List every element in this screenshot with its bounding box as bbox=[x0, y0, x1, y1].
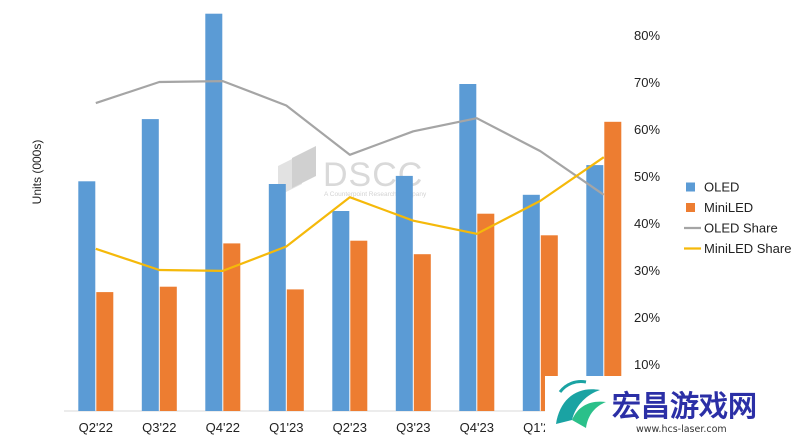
site-name: 宏昌游戏网 bbox=[612, 389, 757, 423]
right-axis-tick-label: 80% bbox=[634, 28, 660, 43]
miniled-bar bbox=[286, 289, 304, 411]
miniled-bar bbox=[604, 121, 622, 412]
right-axis-tick-label: 40% bbox=[634, 216, 660, 231]
miniled-bar bbox=[477, 213, 495, 411]
oled-bar bbox=[459, 84, 477, 411]
oled-bar bbox=[268, 184, 286, 411]
oled-bar bbox=[141, 119, 159, 411]
right-axis-tick-label: 50% bbox=[634, 169, 660, 184]
legend-label-miniled: MiniLED bbox=[704, 200, 753, 215]
right-axis-tick-label: 70% bbox=[634, 75, 660, 90]
miniled-bar bbox=[223, 243, 241, 411]
oled-bar bbox=[205, 13, 223, 411]
x-axis-ticks: Q2'22 Q3'22 Q4'22 Q1'23 Q2'23 Q3'23 Q4'23 Q1'24… bbox=[79, 420, 621, 435]
x-tick-label: Q4'23 bbox=[460, 420, 494, 435]
legend-label-oled: OLED bbox=[704, 180, 739, 195]
x-tick-label: Q2'23 bbox=[333, 420, 367, 435]
site-url: www.hcs-laser.com bbox=[636, 424, 727, 435]
x-tick-label: Q1'23 bbox=[269, 420, 303, 435]
x-tick-label: Q3'23 bbox=[396, 420, 430, 435]
right-axis-tick-label: 20% bbox=[634, 310, 660, 325]
x-tick-label: Q2'22 bbox=[79, 420, 113, 435]
legend-label-oled-share: OLED Share bbox=[704, 221, 778, 236]
oled-bar bbox=[586, 165, 604, 411]
legend-swatch-miniled bbox=[686, 203, 695, 212]
watermark-subtitle: A Counterpoint Research Company bbox=[324, 191, 427, 198]
dragon-logo-icon bbox=[556, 380, 606, 428]
oled-bar bbox=[332, 211, 350, 411]
miniled-bar bbox=[96, 292, 114, 411]
y-axis-label: Units (000s) bbox=[30, 140, 44, 205]
miniled-share-line bbox=[95, 156, 605, 272]
x-tick-label: Q3'22 bbox=[142, 420, 176, 435]
right-axis-ticks: 10% 20% 30% 40% 50% 60% 70% 80% bbox=[634, 28, 660, 372]
oled-bar bbox=[78, 181, 96, 411]
miniled-bar bbox=[540, 235, 558, 411]
legend-swatch-oled bbox=[686, 182, 695, 192]
right-axis-tick-label: 10% bbox=[634, 357, 660, 372]
oled-bar bbox=[395, 175, 413, 411]
miniled-bar bbox=[350, 240, 368, 411]
right-axis-tick-label: 30% bbox=[634, 263, 660, 278]
miniled-bar bbox=[413, 254, 431, 411]
site-overlay: 宏昌游戏网 www.hcs-laser.com bbox=[545, 376, 800, 438]
line-series bbox=[95, 79, 605, 272]
oled-share-line bbox=[95, 79, 605, 196]
miniled-bar bbox=[159, 286, 177, 411]
right-axis-tick-label: 60% bbox=[634, 122, 660, 137]
bar-series bbox=[78, 13, 622, 412]
oled-bar bbox=[522, 194, 540, 411]
legend: OLED MiniLED OLED Share MiniLED Share bbox=[684, 180, 791, 256]
legend-label-miniled-share: MiniLED Share bbox=[704, 241, 791, 256]
x-tick-label: Q4'22 bbox=[206, 420, 240, 435]
